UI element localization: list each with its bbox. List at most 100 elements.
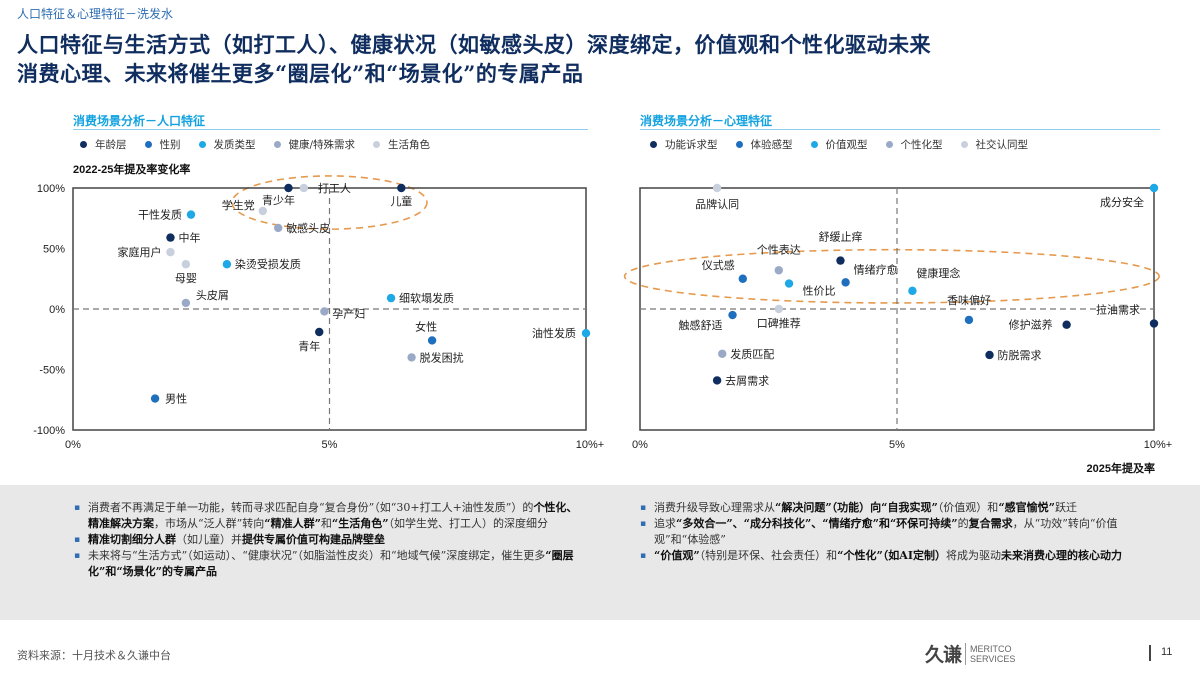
emphasis-text: “生活角色” xyxy=(331,517,389,530)
data-point[interactable] xyxy=(166,233,175,242)
legend-dot-icon xyxy=(960,141,968,148)
emphasis-text: “精准人群” xyxy=(264,517,321,530)
data-point[interactable] xyxy=(258,206,268,216)
data-point-label: 青少年 xyxy=(262,193,295,207)
right-legend-item: 功能诉求型 xyxy=(650,137,718,152)
data-point[interactable] xyxy=(150,394,160,403)
data-point[interactable] xyxy=(836,256,845,265)
data-point[interactable] xyxy=(784,279,794,288)
data-point[interactable] xyxy=(774,266,783,275)
data-point-label: 青年 xyxy=(298,339,320,353)
legend-dot-icon xyxy=(198,141,206,148)
data-point-label: 头皮屑 xyxy=(196,289,229,302)
data-point[interactable] xyxy=(274,223,283,233)
legend-label: 健康/特殊需求 xyxy=(288,139,356,151)
legend-dot-icon xyxy=(373,141,381,148)
right-summary-bullets: 消费升级导致心理需求从“解决问题”（功能）向“自我实现”（价值观）和“感官愉悦”… xyxy=(640,500,1150,564)
data-point-label: 孕产妇 xyxy=(332,306,365,320)
data-point[interactable] xyxy=(397,183,406,193)
left-legend-item: 健康/特殊需求 xyxy=(273,137,356,152)
right-summary-bullet: “价值观”（特别是环保、社会责任）和“个性化”（如AI定制）将成为驱动未来消费心… xyxy=(640,548,1150,564)
legend-label: 功能诉求型 xyxy=(665,139,718,151)
data-point-label: 健康理念 xyxy=(916,266,960,280)
data-point[interactable] xyxy=(718,349,727,358)
data-point[interactable] xyxy=(222,260,232,269)
data-point[interactable] xyxy=(181,260,191,269)
page-title-line-2: 消费心理、未来将催生更多“圈层化”和“场景化”的专属产品 xyxy=(17,61,584,86)
body-text: 跃迁 xyxy=(1054,501,1077,514)
data-point[interactable] xyxy=(299,183,309,193)
data-point[interactable] xyxy=(738,274,747,283)
emphasis-text: “解决问题”（功能）向“自我实现” xyxy=(775,501,938,514)
data-point[interactable] xyxy=(774,304,783,314)
body-text: 的 xyxy=(957,517,969,530)
logo-chinese-text: 久谦 xyxy=(925,644,962,666)
data-point-label: 男性 xyxy=(165,392,187,406)
data-point[interactable] xyxy=(427,336,437,345)
logo-divider xyxy=(965,642,967,665)
data-point[interactable] xyxy=(386,293,396,303)
data-point[interactable] xyxy=(581,329,591,338)
legend-dot-icon xyxy=(810,141,818,148)
data-point[interactable] xyxy=(1149,319,1159,328)
data-point[interactable] xyxy=(181,298,191,308)
data-point[interactable] xyxy=(728,310,737,320)
data-point[interactable] xyxy=(712,376,722,385)
data-point-label: 细软塌发质 xyxy=(399,291,454,305)
emphasis-text: “感官愉悦” xyxy=(998,501,1055,514)
legend-label: 生活角色 xyxy=(388,139,431,151)
data-point-label: 油性发质 xyxy=(532,326,576,340)
legend-label: 年龄层 xyxy=(95,139,127,151)
right-chart-legend: 功能诉求型 体验感型 价值观型 个性化型 社交认同型 xyxy=(650,137,1028,152)
left-legend-item: 生活角色 xyxy=(373,137,430,152)
emphasis-text: “个性化”（如AI定制） xyxy=(837,549,946,562)
data-point-label: 拉油需求 xyxy=(1096,303,1140,317)
logo-english-text: MERITCO SERVICES xyxy=(970,644,1015,664)
data-point-label: 干性发质 xyxy=(138,208,182,222)
data-point[interactable] xyxy=(284,183,293,193)
logo-en-line-1: MERITCO xyxy=(970,643,1012,654)
right-x-axis-title: 2025年提及率 xyxy=(1086,463,1155,475)
data-point[interactable] xyxy=(712,183,722,193)
data-point[interactable] xyxy=(908,286,917,296)
data-point-label: 染烫受损发质 xyxy=(235,257,301,271)
data-point-label: 脱发困扰 xyxy=(420,350,464,364)
data-point-label: 香味偏好 xyxy=(947,293,991,307)
emphasis-text: 复合需求 xyxy=(968,517,1013,530)
data-point[interactable] xyxy=(320,307,329,316)
data-point[interactable] xyxy=(186,210,196,219)
data-point[interactable] xyxy=(841,278,850,287)
x-axis-tick: 10%+ xyxy=(576,439,604,451)
data-point[interactable] xyxy=(166,247,175,257)
data-point[interactable] xyxy=(1149,183,1159,193)
data-point[interactable] xyxy=(407,353,416,362)
y-axis-tick: 100% xyxy=(37,183,65,195)
emphasis-text: 未来消费心理的核心动力 xyxy=(1001,549,1122,562)
left-summary-bullet: 消费者不再满足于单一功能，转而寻求匹配自身“复合身份”（如“30+打工人+油性发… xyxy=(74,500,584,532)
body-text: （价值观）和 xyxy=(937,501,999,514)
data-point-label: 仪式感 xyxy=(702,259,735,272)
right-summary-bullet: 追求“多效合一”、“成分科技化”、“情绪疗愈”和“环保可持续”的复合需求，从“功… xyxy=(640,516,1150,548)
body-text: （如儿童）并 xyxy=(176,533,242,546)
page-number-divider xyxy=(1149,645,1151,661)
legend-dot-icon xyxy=(885,141,893,148)
data-point[interactable] xyxy=(964,315,974,325)
data-point-label: 家庭用户 xyxy=(117,245,161,259)
data-point-label: 敏感头皮 xyxy=(286,221,330,235)
breadcrumb: 人口特征＆心理特征－洗发水 xyxy=(17,7,174,21)
data-point[interactable] xyxy=(1062,320,1071,329)
legend-label: 社交认同型 xyxy=(975,139,1029,151)
right-legend-item: 价值观型 xyxy=(810,137,868,152)
data-point-label: 口碑推荐 xyxy=(757,316,801,330)
legend-label: 性别 xyxy=(159,139,181,151)
legend-label: 体验感型 xyxy=(750,139,793,151)
body-text: 未来将与“生活方式”（如运动）、“健康状况”（如脂溢性皮炎）和“地域气候”深度绑… xyxy=(88,549,546,562)
left-chart-legend: 年龄层 性别 发质类型 健康/特殊需求 生活角色 xyxy=(80,137,430,152)
left-legend-item: 年龄层 xyxy=(80,137,127,152)
legend-label: 价值观型 xyxy=(825,139,868,151)
data-point[interactable] xyxy=(985,350,994,360)
data-point[interactable] xyxy=(315,327,324,337)
highlight-ellipse xyxy=(231,175,428,230)
